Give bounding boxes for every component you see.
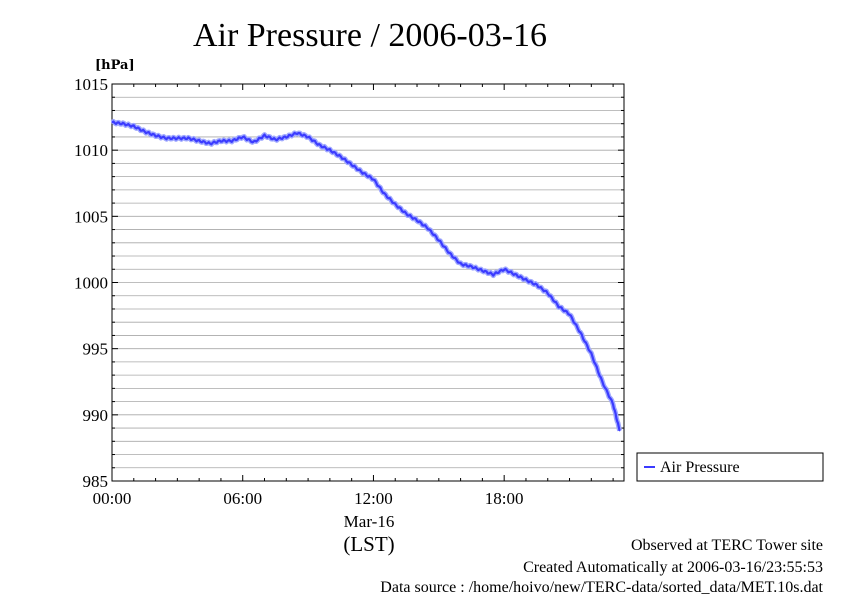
data-point <box>318 144 320 146</box>
chart-title: Air Pressure / 2006-03-16 <box>193 17 547 54</box>
x-tick-label: 06:00 <box>223 489 262 508</box>
data-point <box>144 131 146 133</box>
data-point <box>619 430 621 432</box>
data-point <box>503 268 505 270</box>
data-point <box>242 136 244 138</box>
data-point <box>220 140 222 142</box>
data-point <box>351 164 353 166</box>
data-point <box>176 137 178 139</box>
data-point <box>547 292 549 294</box>
x-tick-label: 12:00 <box>354 489 393 508</box>
data-point <box>568 313 571 315</box>
legend-box <box>636 452 824 482</box>
data-point <box>122 123 124 125</box>
x-tick-label: 18:00 <box>485 489 524 508</box>
y-tick-label: 1010 <box>74 141 108 160</box>
y-tick-label: 1000 <box>74 274 108 293</box>
y-tick-label: 995 <box>83 340 109 359</box>
data-point <box>481 269 483 272</box>
y-tick-label: 985 <box>83 472 109 491</box>
data-point <box>449 252 451 254</box>
y-axis-unit-label: [hPa] <box>95 58 135 73</box>
data-point <box>536 284 538 286</box>
data-point <box>459 263 462 265</box>
data-point <box>329 149 331 151</box>
data-point <box>427 227 429 229</box>
data-point <box>307 136 309 138</box>
series-halo-air-pressure <box>110 119 623 432</box>
footer-created-time: Created Automatically at 2006-03-16/23:5… <box>523 559 823 576</box>
data-point <box>263 135 266 137</box>
data-point <box>383 193 385 195</box>
data-point <box>285 136 287 138</box>
data-point <box>579 332 582 334</box>
data-point <box>405 213 407 215</box>
data-point <box>253 141 255 143</box>
y-tick-label: 1005 <box>74 207 108 226</box>
y-tick-labels: 985 990 995 1000 1005 1010 1015 <box>74 75 108 491</box>
x-axis-date-label: Mar-16 <box>344 512 395 531</box>
axis-ticks <box>111 83 624 482</box>
data-point <box>590 353 592 355</box>
data-point <box>296 132 298 134</box>
footer-data-source: Data source : /home/hoivo/new/TERC-data/… <box>380 579 823 595</box>
data-point <box>187 137 189 139</box>
data-point <box>340 156 342 158</box>
grid-lines <box>112 96 624 469</box>
data-point <box>165 137 168 139</box>
data-point <box>372 178 375 180</box>
legend-label-air-pressure: Air Pressure <box>660 459 740 476</box>
footer-observed-site: Observed at TERC Tower site <box>631 537 823 554</box>
data-point <box>470 266 473 268</box>
series-line-air-pressure <box>111 120 621 431</box>
x-tick-label: 00:00 <box>93 489 132 508</box>
x-axis-label: (LST) <box>343 532 394 556</box>
y-tick-label: 1015 <box>74 75 108 94</box>
y-tick-label: 990 <box>83 406 109 425</box>
data-point <box>438 239 440 241</box>
data-point <box>558 305 560 307</box>
data-point <box>525 279 527 281</box>
data-point <box>111 121 113 123</box>
x-tick-labels: 00:00 06:00 12:00 18:00 <box>93 489 524 508</box>
data-point <box>416 219 418 221</box>
data-point <box>209 142 211 145</box>
data-point <box>274 138 277 141</box>
data-point <box>198 140 200 142</box>
data-point <box>231 140 233 142</box>
data-point <box>601 381 603 383</box>
data-point <box>394 203 396 206</box>
data-point <box>154 135 157 137</box>
data-point <box>612 403 614 405</box>
data-point <box>514 273 516 276</box>
legend: Air Pressure <box>636 452 824 482</box>
data-point <box>492 273 494 276</box>
data-point <box>133 125 135 127</box>
data-point <box>361 172 364 174</box>
series-lines <box>110 119 623 432</box>
